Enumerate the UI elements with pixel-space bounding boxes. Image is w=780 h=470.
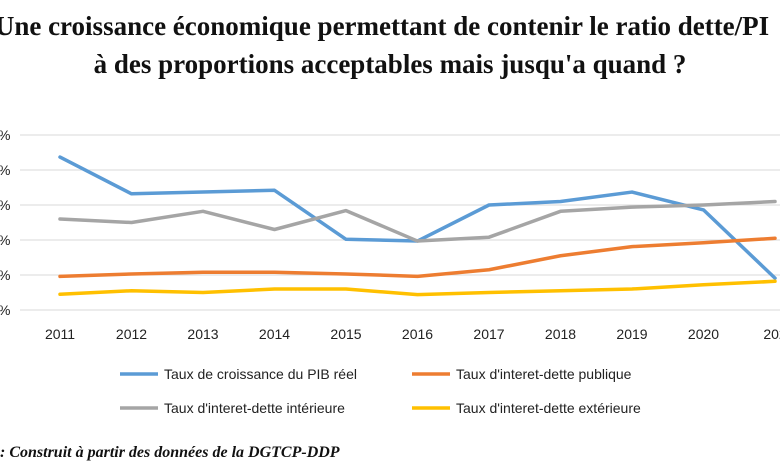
x-tick-label: 202 xyxy=(763,326,780,342)
x-tick-label: 2017 xyxy=(473,326,504,342)
y-tick-label: % xyxy=(0,162,10,178)
y-tick-label: % xyxy=(0,267,10,283)
x-tick-label: 2011 xyxy=(45,326,75,342)
x-axis-tick-labels: 2011 2012 2013 2014 2015 2016 2017 2018 2019 2020… xyxy=(45,326,780,342)
x-tick-label: 2015 xyxy=(330,326,361,342)
y-axis-tick-labels: %%%%%% xyxy=(0,127,10,318)
x-tick-label: 2013 xyxy=(187,326,218,342)
series-line xyxy=(58,236,777,279)
x-tick-label: 2020 xyxy=(688,326,719,342)
series-line xyxy=(58,279,777,297)
series-line xyxy=(58,199,777,243)
y-tick-label: % xyxy=(0,232,10,248)
y-tick-label: % xyxy=(0,197,10,213)
legend: Taux de croissance du PIB réel Taux d'int… xyxy=(120,366,641,416)
series-lines xyxy=(58,155,777,297)
legend-label: Taux de croissance du PIB réel xyxy=(164,366,357,382)
x-tick-label: 2016 xyxy=(402,326,433,342)
y-tick-label: % xyxy=(0,127,10,143)
chart-title-line-1: Une croissance économique permettant de … xyxy=(0,11,770,41)
y-tick-label: % xyxy=(0,302,10,318)
legend-label: Taux d'interet-dette intérieure xyxy=(164,400,345,416)
x-tick-label: 2018 xyxy=(545,326,576,342)
x-tick-label: 2019 xyxy=(616,326,647,342)
legend-label: Taux d'interet-dette extérieure xyxy=(456,400,641,416)
chart-title-line-2: à des proportions acceptables mais jusqu… xyxy=(93,49,687,79)
x-tick-label: 2012 xyxy=(116,326,147,342)
source-note: : Construit à partir des données de la D… xyxy=(0,444,340,461)
legend-label: Taux d'interet-dette publique xyxy=(456,366,632,382)
x-tick-label: 2014 xyxy=(259,326,290,342)
